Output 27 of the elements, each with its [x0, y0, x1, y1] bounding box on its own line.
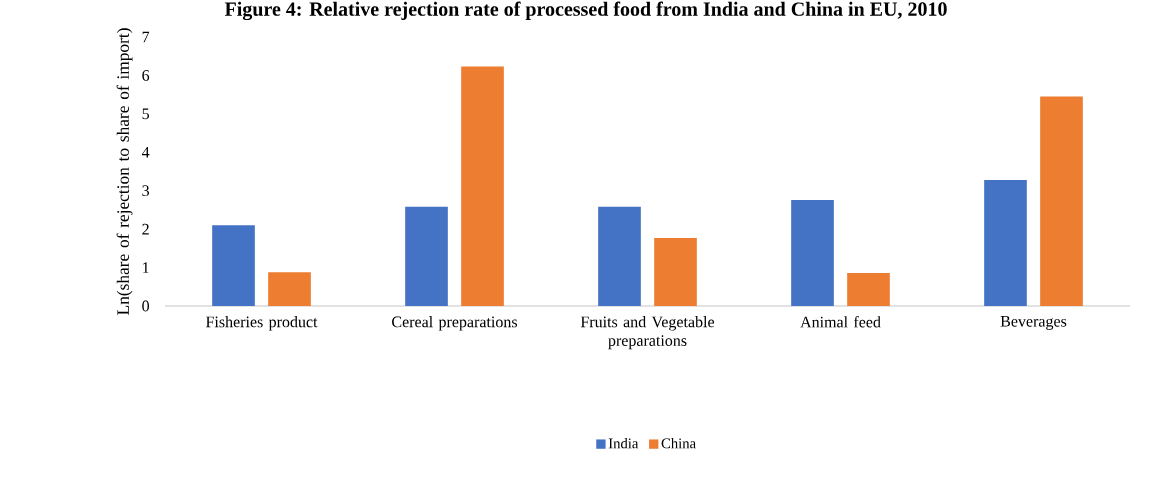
- x-tick-label: Fisheries product: [205, 316, 318, 331]
- y-tick-label: 3: [142, 185, 150, 197]
- y-tick-label: 4: [141, 147, 150, 158]
- legend-label: China: [661, 438, 696, 449]
- y-tick-label: 1: [143, 262, 149, 273]
- x-tick-label: Beverages: [1000, 316, 1067, 330]
- y-tick-label: 0: [142, 300, 150, 312]
- y-tick-label: 5: [142, 108, 150, 120]
- bar: [1040, 96, 1083, 306]
- y-tick-label: 2: [142, 223, 149, 235]
- bar: [268, 272, 311, 306]
- legend-label: India: [608, 438, 639, 449]
- bar: [212, 225, 255, 306]
- bar: [405, 206, 448, 306]
- bar: [598, 206, 641, 306]
- x-tick-label: Fruits and Vegetable preparations: [580, 316, 715, 350]
- x-tick-label: Cereal preparations: [392, 316, 518, 331]
- x-tick-label: Animal feed: [800, 316, 881, 328]
- chart-title: Figure 4: Relative rejection rate of processed food from India and China in EU, 2010: [224, 1, 947, 21]
- bar: [654, 237, 697, 306]
- y-tick-label: 6: [142, 70, 150, 81]
- y-axis-title: Ln(share of rejection to share of import): [116, 28, 133, 315]
- bar: [847, 272, 890, 306]
- bar: [984, 179, 1027, 306]
- bar: [461, 66, 504, 306]
- bar: [791, 199, 834, 306]
- y-tick-label: 7: [142, 31, 150, 43]
